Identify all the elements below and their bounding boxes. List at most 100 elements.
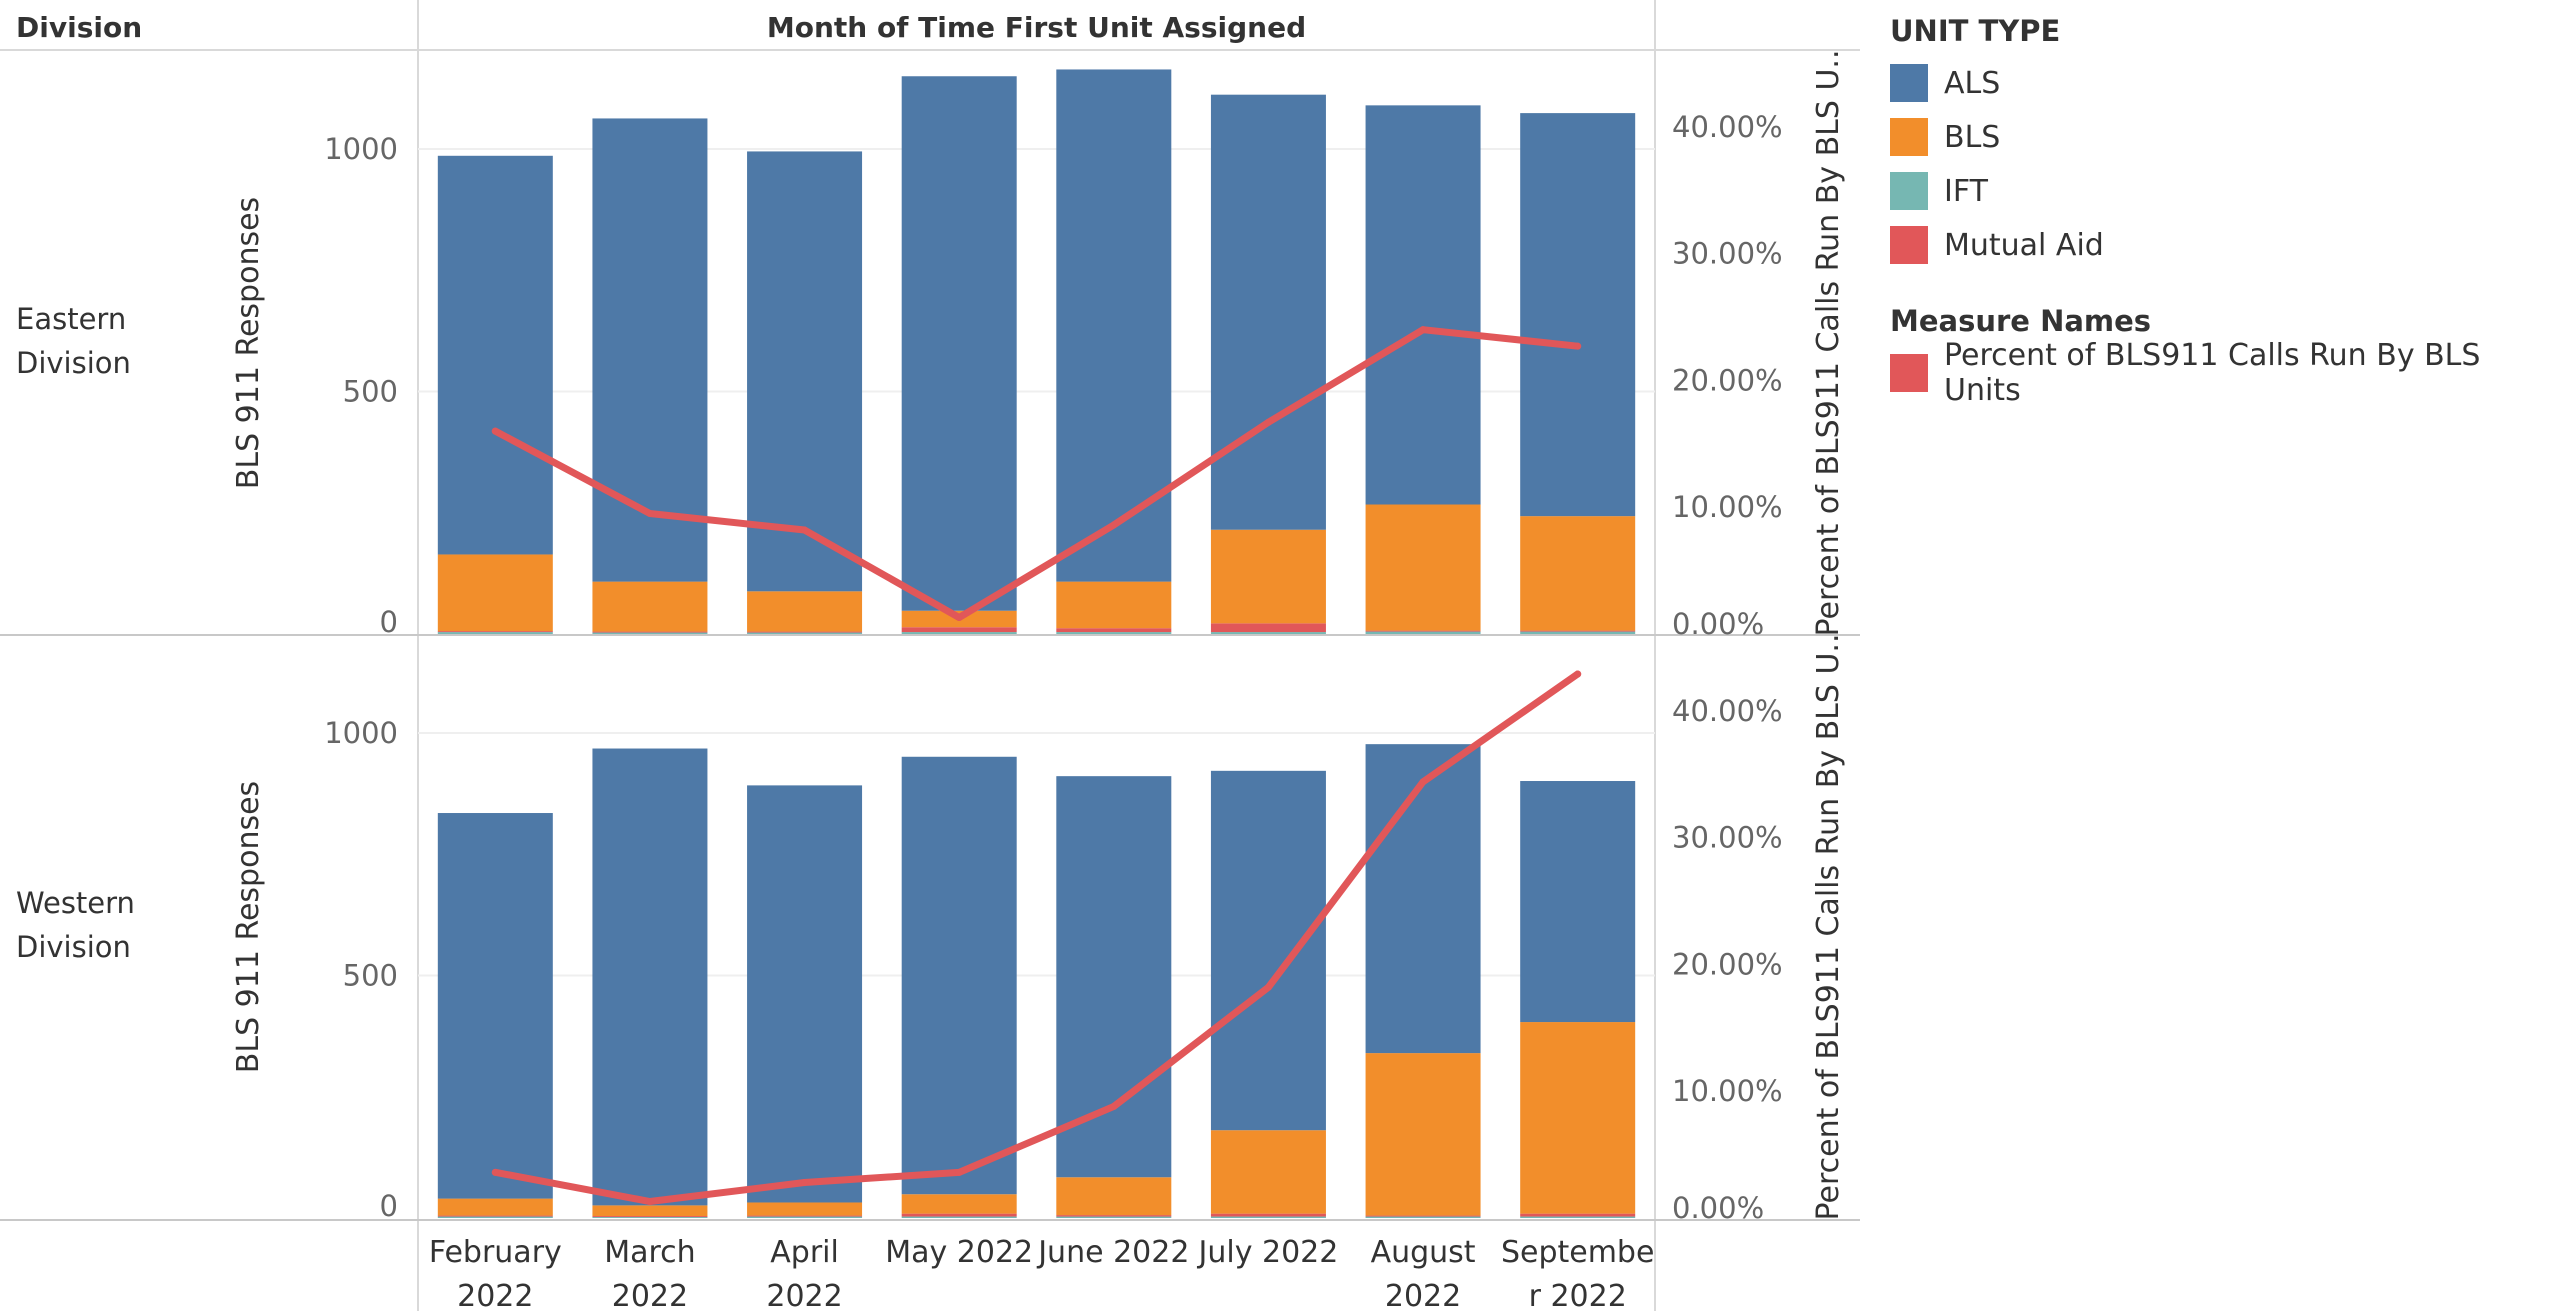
bar-segment-mutual-aid[interactable]: [1210, 623, 1326, 633]
bar-segment-bls[interactable]: [1365, 504, 1481, 631]
percent-line-point[interactable]: [491, 1168, 499, 1176]
x-tick-label: February: [429, 1235, 562, 1270]
bar-segment-ift[interactable]: [901, 1216, 1017, 1218]
percent-line-point[interactable]: [646, 510, 654, 518]
bar-segment-bls[interactable]: [1365, 1053, 1481, 1216]
bar-segment-mutual-aid[interactable]: [1056, 628, 1172, 633]
percent-line-point[interactable]: [801, 526, 809, 534]
bar-segment-mutual-aid[interactable]: [1520, 630, 1636, 632]
bar-segment-als[interactable]: [1365, 744, 1481, 1054]
legend-item-mutual-aid[interactable]: Mutual Aid: [1890, 218, 2550, 272]
bar-segment-ift[interactable]: [437, 1216, 553, 1218]
bar-segment-mutual-aid[interactable]: [901, 627, 1017, 633]
bar-segment-bls[interactable]: [1210, 529, 1326, 624]
bar-segment-als[interactable]: [592, 118, 708, 582]
bar-segment-mutual-aid[interactable]: [1210, 1213, 1326, 1217]
bar-segment-bls[interactable]: [1056, 581, 1172, 629]
bar-segment-als[interactable]: [592, 748, 708, 1206]
legend-item-ift[interactable]: IFT: [1890, 164, 2550, 218]
bar-segment-mutual-aid[interactable]: [1365, 630, 1481, 632]
percent-line-point[interactable]: [1419, 326, 1427, 334]
bar-segment-bls[interactable]: [437, 1198, 553, 1216]
bar-segment-bls[interactable]: [592, 581, 708, 632]
bar-segment-bls[interactable]: [1520, 516, 1636, 631]
bar-segment-ift[interactable]: [1210, 1216, 1326, 1218]
bar-segment-als[interactable]: [901, 756, 1017, 1195]
legend-item-bls[interactable]: BLS: [1890, 110, 2550, 164]
percent-line-point[interactable]: [1574, 670, 1582, 678]
bar-segment-ift[interactable]: [901, 632, 1017, 634]
bar-segment-bls[interactable]: [747, 591, 863, 632]
bar-segment-bls[interactable]: [747, 1202, 863, 1216]
bar-segment-ift[interactable]: [592, 1217, 708, 1218]
bar-segment-mutual-aid[interactable]: [437, 1215, 553, 1217]
bar-segment-bls[interactable]: [1056, 1177, 1172, 1216]
percent-line-point[interactable]: [1110, 1102, 1118, 1110]
legend-item-als[interactable]: ALS: [1890, 56, 2550, 110]
bar-segment-als[interactable]: [1210, 770, 1326, 1131]
bar-segment-ift[interactable]: [1365, 631, 1481, 634]
legend-swatch: [1890, 354, 1928, 392]
division-label: Western: [16, 886, 135, 920]
percent-line[interactable]: [491, 670, 1582, 1206]
bar-segment-mutual-aid[interactable]: [1365, 1215, 1481, 1217]
y-right-tick-label: 40.00%: [1672, 694, 1783, 728]
bar-segment-mutual-aid[interactable]: [592, 631, 708, 633]
percent-line-point[interactable]: [1419, 778, 1427, 786]
bar-segment-mutual-aid[interactable]: [592, 1216, 708, 1218]
x-tick-label: 2022: [1385, 1279, 1461, 1311]
x-tick-label: Septembe: [1501, 1235, 1655, 1270]
bar-segment-bls[interactable]: [437, 554, 553, 632]
bar-segment-als[interactable]: [1520, 113, 1636, 517]
bar-segment-als[interactable]: [1056, 69, 1172, 582]
percent-line-point[interactable]: [1264, 418, 1272, 426]
bar-segment-ift[interactable]: [592, 632, 708, 634]
bar-segment-ift[interactable]: [1520, 1216, 1636, 1218]
legend-swatch: [1890, 226, 1928, 264]
bar-segment-ift[interactable]: [1520, 631, 1636, 634]
bar-segment-ift[interactable]: [1056, 632, 1172, 634]
y-right-tick-label: 40.00%: [1672, 110, 1783, 144]
legend-label: Percent of BLS911 Calls Run By BLS Units: [1944, 338, 2481, 408]
bar-segment-ift[interactable]: [1056, 1216, 1172, 1218]
y-left-tick-label: 500: [343, 959, 398, 993]
y-right-tick-label: 30.00%: [1672, 821, 1783, 855]
percent-line-point[interactable]: [955, 1168, 963, 1176]
bar-segment-bls[interactable]: [1520, 1022, 1636, 1214]
bar-segment-als[interactable]: [1365, 105, 1481, 505]
y-right-tick-label: 20.00%: [1672, 947, 1783, 981]
bar-segment-als[interactable]: [747, 785, 863, 1203]
bar-segment-mutual-aid[interactable]: [747, 1215, 863, 1217]
bar-segment-bls[interactable]: [901, 1194, 1017, 1214]
percent-line-point[interactable]: [1574, 342, 1582, 350]
percent-line[interactable]: [491, 326, 1582, 622]
percent-line-point[interactable]: [1264, 983, 1272, 991]
bar-segment-als[interactable]: [437, 155, 553, 555]
bar-segment-als[interactable]: [747, 151, 863, 592]
bar-segment-als[interactable]: [1520, 781, 1636, 1023]
bar-segment-bls[interactable]: [1210, 1130, 1326, 1214]
percent-line-point[interactable]: [955, 614, 963, 622]
bar-segment-ift[interactable]: [747, 1216, 863, 1218]
y-left-tick-label: 1000: [324, 716, 398, 750]
bar-segment-mutual-aid[interactable]: [747, 631, 863, 633]
bar-segment-bls[interactable]: [592, 1205, 708, 1217]
percent-line-point[interactable]: [801, 1178, 809, 1186]
bar-segment-ift[interactable]: [437, 632, 553, 634]
percent-line-point[interactable]: [646, 1198, 654, 1206]
bar-segment-mutual-aid[interactable]: [437, 631, 553, 633]
legend-item-bls-percent[interactable]: Percent of BLS911 Calls Run By BLS Units: [1890, 338, 2550, 408]
bar-segment-mutual-aid[interactable]: [1520, 1213, 1636, 1217]
bar-segment-als[interactable]: [1210, 94, 1326, 530]
bar-segment-ift[interactable]: [1210, 632, 1326, 634]
y-left-tick-label: 500: [343, 375, 398, 409]
bar-segment-als[interactable]: [1056, 776, 1172, 1178]
percent-line-point[interactable]: [491, 427, 499, 435]
bar-segment-mutual-aid[interactable]: [901, 1213, 1017, 1217]
bar-segment-mutual-aid[interactable]: [1056, 1215, 1172, 1217]
bar-segment-als[interactable]: [437, 813, 553, 1199]
bar-segment-ift[interactable]: [1365, 1216, 1481, 1218]
percent-line-point[interactable]: [1110, 521, 1118, 529]
bar-segment-als[interactable]: [901, 76, 1017, 611]
bar-segment-ift[interactable]: [747, 632, 863, 634]
